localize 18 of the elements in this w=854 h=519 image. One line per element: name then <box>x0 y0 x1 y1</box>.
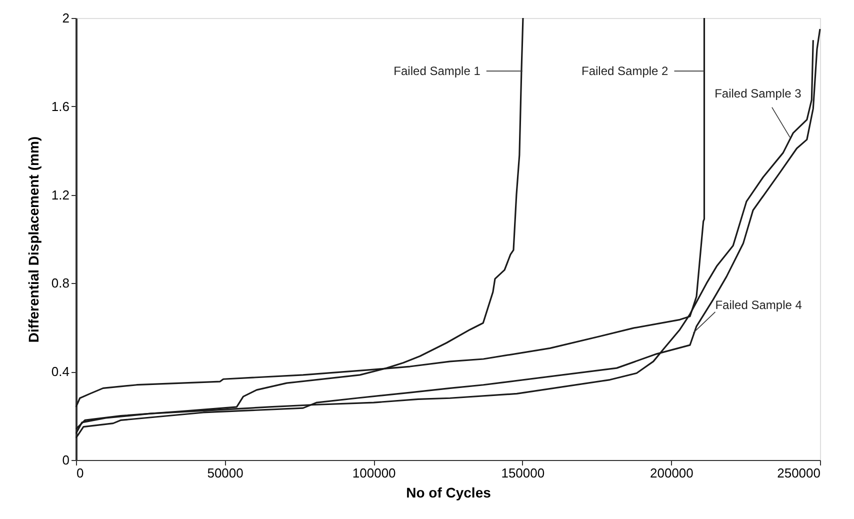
annotation: Failed Sample 2 <box>582 64 669 78</box>
x-tick-label: 200000 <box>650 466 694 480</box>
x-axis-title: No of Cycles <box>406 484 492 500</box>
x-tick-label: 0 <box>76 466 84 480</box>
x-tick-label: 50000 <box>207 466 244 480</box>
y-tick-label: 2 <box>62 10 70 26</box>
annotation: Failed Sample 3 <box>714 86 802 100</box>
annotation: Failed Sample 1 <box>394 64 481 78</box>
y-tick-label: 0 <box>62 452 70 468</box>
x-tick-label: 250000 <box>777 466 820 480</box>
y-axis-title: Differential Displacement (mm) <box>25 136 42 343</box>
annotation: Failed Sample 4 <box>715 298 802 312</box>
y-tick-label: 0.8 <box>51 276 70 291</box>
x-tick-label: 150000 <box>501 466 545 480</box>
x-tick-label: 100000 <box>352 466 396 480</box>
y-tick-label: 0.4 <box>51 364 70 380</box>
y-tick-label: 1.2 <box>51 187 70 202</box>
y-tick-label: 1.6 <box>51 98 70 114</box>
